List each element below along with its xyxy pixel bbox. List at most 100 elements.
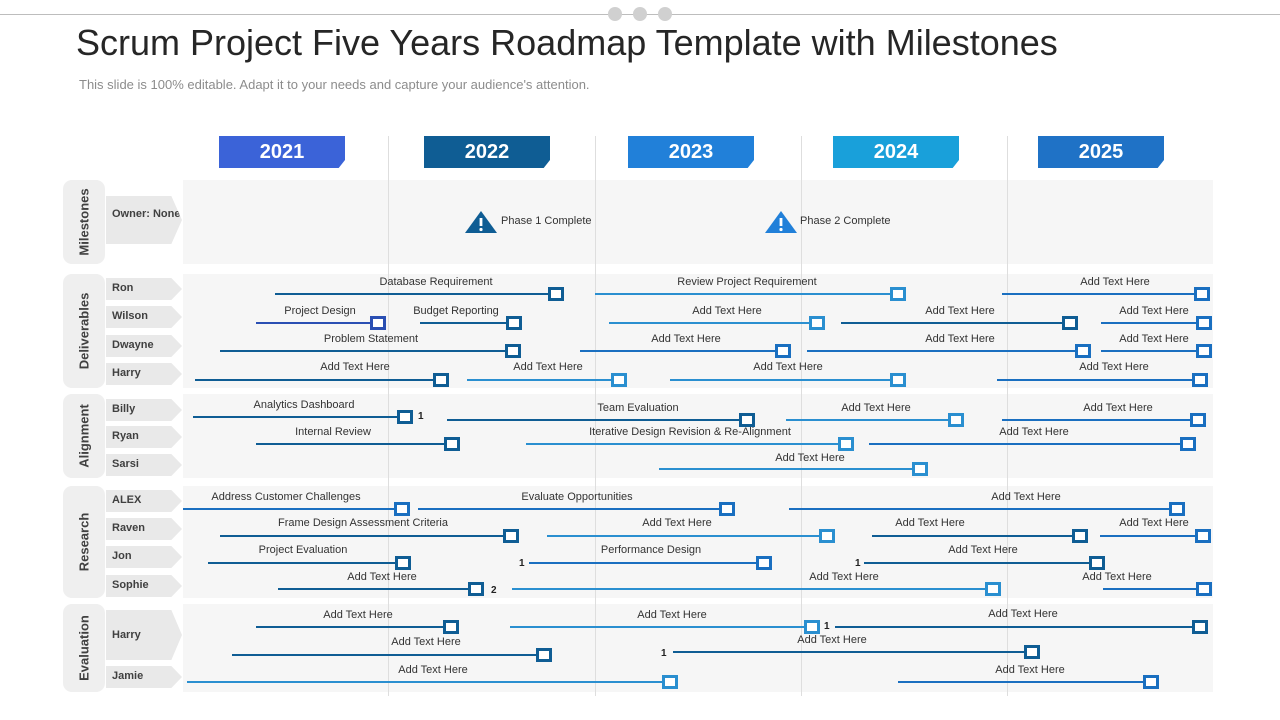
task-bar <box>1100 535 1203 537</box>
category-alignment: Alignment <box>63 394 105 478</box>
task-label: Add Text Here <box>513 361 583 373</box>
owner-name: Harry <box>106 363 182 385</box>
task-marker[interactable] <box>1143 675 1159 689</box>
task-label: Add Text Here <box>797 634 867 646</box>
task-marker[interactable] <box>912 462 928 476</box>
year-divider <box>1007 136 1008 696</box>
task-marker[interactable] <box>1196 344 1212 358</box>
task-marker[interactable] <box>985 582 1001 596</box>
task-label: Add Text Here <box>347 571 417 583</box>
task-label: Add Text Here <box>1080 276 1150 288</box>
task-marker[interactable] <box>756 556 772 570</box>
task-marker[interactable] <box>505 344 521 358</box>
task-bar <box>275 293 556 295</box>
task-marker[interactable] <box>1169 502 1185 516</box>
task-bar <box>467 379 619 381</box>
task-marker[interactable] <box>819 529 835 543</box>
page-subtitle: This slide is 100% editable. Adapt it to… <box>79 77 590 92</box>
task-label: Add Text Here <box>925 333 995 345</box>
category-evaluation: Evaluation <box>63 604 105 692</box>
task-marker[interactable] <box>1192 373 1208 387</box>
task-bar <box>529 562 764 564</box>
task-marker[interactable] <box>1089 556 1105 570</box>
task-marker[interactable] <box>838 437 854 451</box>
task-marker[interactable] <box>506 316 522 330</box>
task-marker[interactable] <box>397 410 413 424</box>
task-bar <box>278 588 476 590</box>
task-marker[interactable] <box>662 675 678 689</box>
warning-icon <box>765 211 797 233</box>
task-marker[interactable] <box>611 373 627 387</box>
task-bar <box>447 419 747 421</box>
task-marker[interactable] <box>548 287 564 301</box>
task-marker[interactable] <box>1075 344 1091 358</box>
task-label: Add Text Here <box>1119 517 1189 529</box>
task-bar <box>1101 350 1204 352</box>
pager-dot[interactable] <box>608 7 622 21</box>
year-header: 2025 <box>1038 136 1164 168</box>
task-marker[interactable] <box>890 373 906 387</box>
task-bar <box>193 416 405 418</box>
task-bar <box>872 535 1080 537</box>
task-label: Evaluate Opportunities <box>521 491 633 503</box>
task-bar <box>997 379 1200 381</box>
category-deliverables: Deliverables <box>63 274 105 388</box>
task-label: Iterative Design Revision & Re-Alignment <box>589 426 791 438</box>
task-marker[interactable] <box>443 620 459 634</box>
warning-icon <box>465 211 497 233</box>
task-marker[interactable] <box>1196 316 1212 330</box>
task-label: Add Text Here <box>391 636 461 648</box>
task-marker[interactable] <box>809 316 825 330</box>
task-label: Add Text Here <box>841 402 911 414</box>
task-marker[interactable] <box>433 373 449 387</box>
task-marker[interactable] <box>804 620 820 634</box>
task-marker[interactable] <box>1195 529 1211 543</box>
task-label: Add Text Here <box>1082 571 1152 583</box>
owner-name: ALEX <box>106 490 182 512</box>
task-marker[interactable] <box>719 502 735 516</box>
year-divider <box>801 136 802 696</box>
task-bar <box>670 379 898 381</box>
task-marker[interactable] <box>1196 582 1212 596</box>
task-label: Add Text Here <box>651 333 721 345</box>
task-marker[interactable] <box>503 529 519 543</box>
task-marker[interactable] <box>1192 620 1208 634</box>
task-bar <box>547 535 827 537</box>
task-bar <box>256 626 451 628</box>
task-marker[interactable] <box>1180 437 1196 451</box>
owner-name: Jon <box>106 546 182 568</box>
year-header: 2023 <box>628 136 754 168</box>
pager-dot[interactable] <box>633 7 647 21</box>
task-bar <box>673 651 1032 653</box>
task-marker[interactable] <box>370 316 386 330</box>
task-bar <box>208 562 403 564</box>
task-bar <box>595 293 898 295</box>
owner-tag: Owner: None <box>106 196 182 244</box>
task-marker[interactable] <box>775 344 791 358</box>
task-number: 1 <box>855 558 861 569</box>
task-bar <box>1101 322 1204 324</box>
task-marker[interactable] <box>890 287 906 301</box>
task-bar <box>220 535 511 537</box>
task-marker[interactable] <box>468 582 484 596</box>
task-label: Add Text Here <box>692 305 762 317</box>
owner-name: Ron <box>106 278 182 300</box>
task-bar <box>898 681 1151 683</box>
task-number: 1 <box>661 648 667 659</box>
owner-name: Harry <box>106 610 182 660</box>
task-marker[interactable] <box>394 502 410 516</box>
task-marker[interactable] <box>1194 287 1210 301</box>
owner-name: Jamie <box>106 666 182 688</box>
task-marker[interactable] <box>1024 645 1040 659</box>
task-bar <box>256 443 452 445</box>
task-marker[interactable] <box>1072 529 1088 543</box>
task-marker[interactable] <box>395 556 411 570</box>
pager-dot[interactable] <box>658 7 672 21</box>
task-marker[interactable] <box>1190 413 1206 427</box>
task-marker[interactable] <box>1062 316 1078 330</box>
task-label: Add Text Here <box>1083 402 1153 414</box>
task-marker[interactable] <box>948 413 964 427</box>
task-marker[interactable] <box>739 413 755 427</box>
task-marker[interactable] <box>444 437 460 451</box>
task-marker[interactable] <box>536 648 552 662</box>
